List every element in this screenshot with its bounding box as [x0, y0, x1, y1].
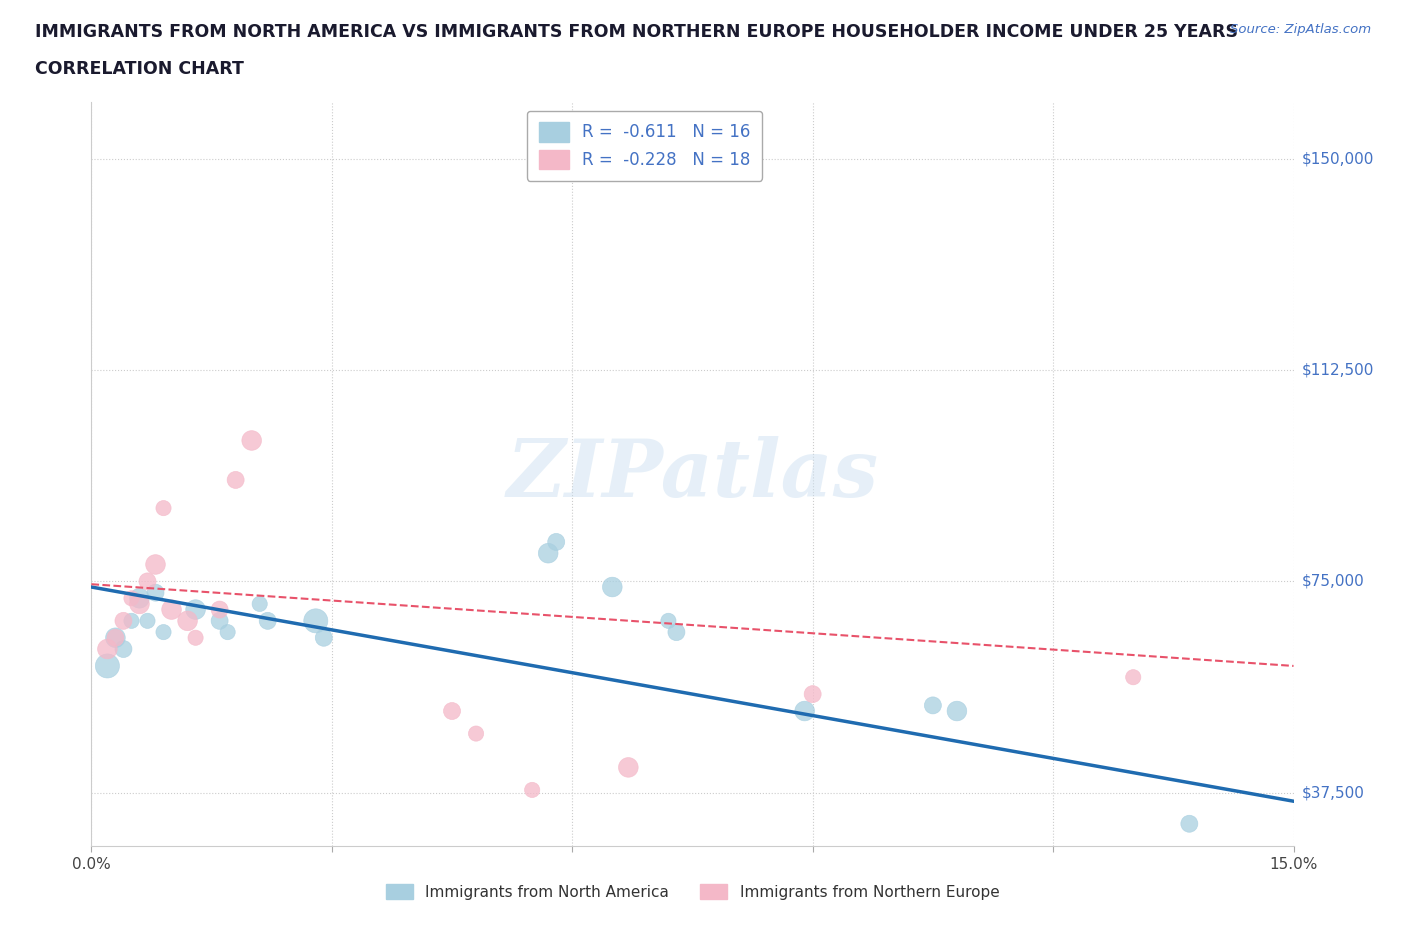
- Point: [465, 726, 488, 741]
- Point: [522, 782, 544, 797]
- Point: [96, 658, 118, 673]
- Point: [184, 631, 207, 645]
- Point: [537, 546, 560, 561]
- Text: IMMIGRANTS FROM NORTH AMERICA VS IMMIGRANTS FROM NORTHERN EUROPE HOUSEHOLDER INC: IMMIGRANTS FROM NORTH AMERICA VS IMMIGRA…: [35, 23, 1239, 41]
- Text: $37,500: $37,500: [1302, 785, 1365, 800]
- Point: [440, 704, 463, 719]
- Point: [160, 602, 183, 617]
- Point: [121, 591, 143, 605]
- Text: $75,000: $75,000: [1302, 574, 1365, 589]
- Point: [305, 614, 328, 629]
- Text: CORRELATION CHART: CORRELATION CHART: [35, 60, 245, 78]
- Point: [312, 631, 335, 645]
- Point: [104, 631, 127, 645]
- Point: [1178, 817, 1201, 831]
- Point: [112, 642, 135, 657]
- Point: [617, 760, 640, 775]
- Point: [136, 614, 159, 629]
- Point: [152, 625, 174, 640]
- Text: ZIPatlas: ZIPatlas: [506, 435, 879, 513]
- Point: [657, 614, 679, 629]
- Point: [145, 585, 167, 600]
- Point: [602, 579, 624, 594]
- Text: $150,000: $150,000: [1302, 152, 1374, 166]
- Point: [208, 614, 231, 629]
- Point: [546, 535, 568, 550]
- Point: [256, 614, 278, 629]
- Point: [240, 433, 263, 448]
- Point: [128, 591, 150, 605]
- Point: [145, 557, 167, 572]
- Point: [208, 602, 231, 617]
- Point: [104, 631, 127, 645]
- Point: [225, 472, 247, 487]
- Point: [121, 614, 143, 629]
- Point: [136, 574, 159, 589]
- Legend: Immigrants from North America, Immigrants from Northern Europe: Immigrants from North America, Immigrant…: [380, 877, 1005, 906]
- Point: [128, 596, 150, 611]
- Point: [793, 704, 815, 719]
- Point: [249, 596, 271, 611]
- Point: [152, 500, 174, 515]
- Point: [184, 602, 207, 617]
- Point: [176, 614, 198, 629]
- Point: [1122, 670, 1144, 684]
- Point: [96, 642, 118, 657]
- Point: [801, 686, 824, 701]
- Point: [665, 625, 688, 640]
- Point: [217, 625, 239, 640]
- Text: $112,500: $112,500: [1302, 363, 1374, 378]
- Point: [922, 698, 945, 712]
- Text: Source: ZipAtlas.com: Source: ZipAtlas.com: [1230, 23, 1371, 36]
- Point: [112, 614, 135, 629]
- Point: [946, 704, 969, 719]
